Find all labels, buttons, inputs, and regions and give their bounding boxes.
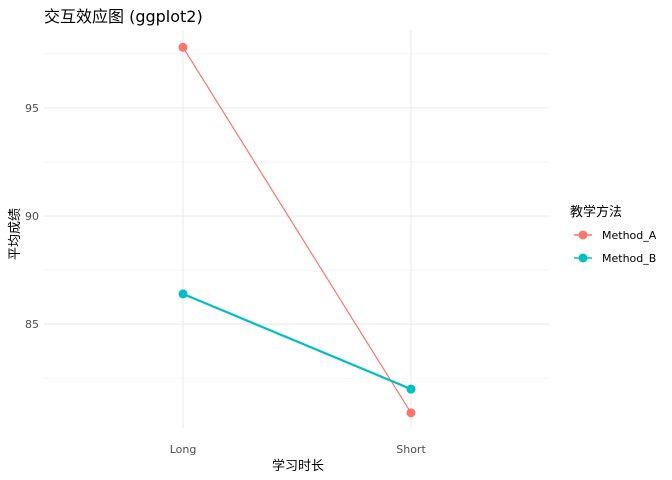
y-tick-label: 95: [25, 102, 39, 115]
legend: 教学方法 Method_A Method_B: [570, 204, 657, 265]
legend-key-point-method-a: [578, 230, 588, 240]
series-layer: [178, 42, 416, 418]
grid: [44, 30, 549, 428]
data-point-method-b: [178, 289, 188, 299]
x-tick-label: Short: [396, 443, 426, 456]
data-point-method-b: [406, 384, 416, 394]
y-axis-title: 平均成绩: [8, 208, 23, 260]
y-axis-ticks: 85 90 95: [25, 102, 39, 331]
x-axis-ticks: Long Short: [170, 443, 427, 456]
legend-label-method-a: Method_A: [602, 229, 657, 242]
series-line-method-a: [182, 46, 412, 414]
y-tick-label: 90: [25, 210, 39, 223]
y-tick-label: 85: [25, 318, 39, 331]
legend-title: 教学方法: [570, 204, 622, 220]
x-axis-title: 学习时长: [272, 458, 324, 474]
chart-title: 交互效应图 (ggplot2): [44, 7, 203, 26]
x-tick-label: Long: [170, 443, 197, 456]
data-point-method-a: [406, 408, 416, 418]
data-point-method-a: [178, 42, 188, 52]
legend-key-point-method-b: [578, 253, 588, 263]
legend-label-method-b: Method_B: [602, 252, 656, 265]
series-line-method-b: [182, 292, 412, 391]
